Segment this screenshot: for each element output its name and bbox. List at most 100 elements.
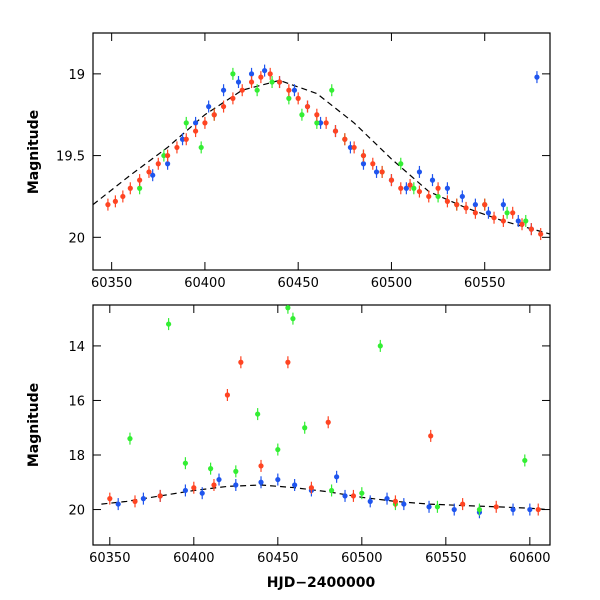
x-tick-label: 60400 bbox=[184, 276, 225, 291]
red-data-point bbox=[248, 79, 255, 85]
green-data-point bbox=[127, 436, 133, 442]
red-data-point bbox=[426, 193, 432, 200]
red-data-point bbox=[314, 112, 320, 118]
green-data-point bbox=[359, 490, 365, 496]
blue-data-point bbox=[451, 506, 457, 513]
red-data-point bbox=[493, 504, 499, 510]
red-data-point bbox=[463, 205, 469, 211]
red-data-point bbox=[444, 198, 451, 204]
blue-data-point bbox=[258, 479, 264, 485]
red-data-point bbox=[538, 231, 544, 237]
top-panel-frame bbox=[92, 32, 551, 271]
red-data-point bbox=[325, 419, 331, 425]
blue-data-point bbox=[515, 218, 521, 224]
green-data-point bbox=[302, 425, 308, 431]
red-data-point bbox=[224, 392, 231, 398]
red-data-point bbox=[267, 71, 273, 77]
green-data-point bbox=[504, 210, 510, 216]
red-data-point bbox=[350, 493, 357, 499]
blue-data-point bbox=[416, 169, 423, 175]
red-data-point bbox=[392, 498, 399, 504]
top-panel-ticks: 60350 60400 60450 60500 60550 19 19.5 20 bbox=[56, 33, 550, 291]
green-data-point bbox=[434, 504, 441, 510]
red-data-point bbox=[342, 136, 348, 142]
blue-data-point bbox=[248, 71, 255, 77]
blue-data-point bbox=[426, 504, 432, 510]
red-data-point bbox=[360, 152, 367, 159]
red-data-point bbox=[379, 169, 385, 175]
blue-data-point bbox=[444, 185, 451, 191]
red-data-point bbox=[491, 215, 497, 221]
blue-data-point bbox=[384, 496, 390, 502]
top-panel-y-axis-label: Magnitude bbox=[26, 110, 42, 194]
blue-data-point bbox=[192, 120, 199, 126]
red-data-point bbox=[323, 120, 329, 126]
red-data-point bbox=[428, 433, 434, 439]
green-data-point bbox=[183, 120, 189, 126]
green-data-point bbox=[523, 218, 529, 224]
red-data-point bbox=[295, 95, 301, 101]
blue-data-point bbox=[199, 490, 205, 496]
x-tick-label: 60400 bbox=[173, 551, 214, 566]
blue-data-point bbox=[534, 74, 540, 80]
blue-data-point bbox=[140, 496, 147, 502]
trend-curve bbox=[93, 79, 550, 235]
green-data-point bbox=[255, 411, 261, 417]
blue-data-point bbox=[429, 177, 436, 183]
blue-data-point bbox=[317, 120, 324, 126]
red-data-point bbox=[519, 221, 525, 227]
red-data-point bbox=[239, 87, 245, 93]
red-data-point bbox=[398, 185, 404, 191]
red-data-point bbox=[157, 493, 163, 499]
x-tick-label: 60350 bbox=[91, 276, 132, 291]
red-data-point bbox=[202, 120, 208, 126]
blue-data-point bbox=[373, 169, 380, 175]
bottom-panel-x-axis-label: HJD−2400000 bbox=[267, 575, 376, 591]
red-data-point bbox=[112, 198, 118, 204]
blue-data-point bbox=[275, 476, 281, 483]
x-tick-label: 60450 bbox=[257, 551, 298, 566]
blue-data-point bbox=[527, 506, 533, 513]
red-data-point bbox=[308, 485, 315, 491]
red-data-point bbox=[183, 136, 189, 142]
red-data-point bbox=[230, 95, 236, 101]
red-data-point bbox=[258, 463, 264, 469]
blue-data-point bbox=[510, 506, 516, 513]
red-data-point bbox=[127, 185, 133, 191]
green-data-point bbox=[254, 87, 260, 93]
blue-data-point bbox=[262, 67, 268, 74]
blue-data-point bbox=[292, 482, 298, 488]
trend-curve bbox=[101, 484, 547, 511]
blue-data-point bbox=[342, 493, 348, 499]
red-data-point bbox=[105, 202, 111, 208]
green-data-point bbox=[182, 460, 189, 466]
green-data-point bbox=[476, 506, 483, 513]
blue-data-point bbox=[220, 87, 227, 93]
top-panel: 60350 60400 60450 60500 60550 19 19.5 20 Magnit… bbox=[26, 32, 551, 291]
green-data-point bbox=[208, 466, 214, 472]
red-data-point bbox=[460, 501, 466, 507]
green-data-point bbox=[285, 305, 291, 311]
red-data-point bbox=[510, 210, 516, 216]
y-tick-label: 19 bbox=[68, 68, 85, 83]
green-data-point bbox=[233, 468, 239, 474]
red-data-point bbox=[535, 506, 541, 513]
green-data-point bbox=[398, 161, 404, 167]
red-data-point bbox=[220, 103, 227, 110]
green-data-point bbox=[411, 185, 417, 191]
y-tick-label: 20 bbox=[68, 231, 85, 246]
green-data-point bbox=[299, 112, 305, 118]
blue-data-point bbox=[401, 501, 407, 507]
blue-data-point bbox=[291, 87, 298, 93]
y-tick-label: 14 bbox=[68, 340, 85, 355]
green-data-point bbox=[329, 87, 335, 93]
red-data-point bbox=[211, 482, 217, 488]
blue-data-point bbox=[472, 202, 478, 208]
top-panel-marks bbox=[93, 64, 550, 241]
panel-1-plot-area bbox=[101, 305, 547, 519]
red-data-point bbox=[137, 177, 143, 183]
blue-data-point bbox=[347, 144, 354, 151]
green-data-point bbox=[290, 316, 296, 322]
blue-data-point bbox=[500, 202, 506, 208]
green-data-point bbox=[161, 152, 167, 159]
